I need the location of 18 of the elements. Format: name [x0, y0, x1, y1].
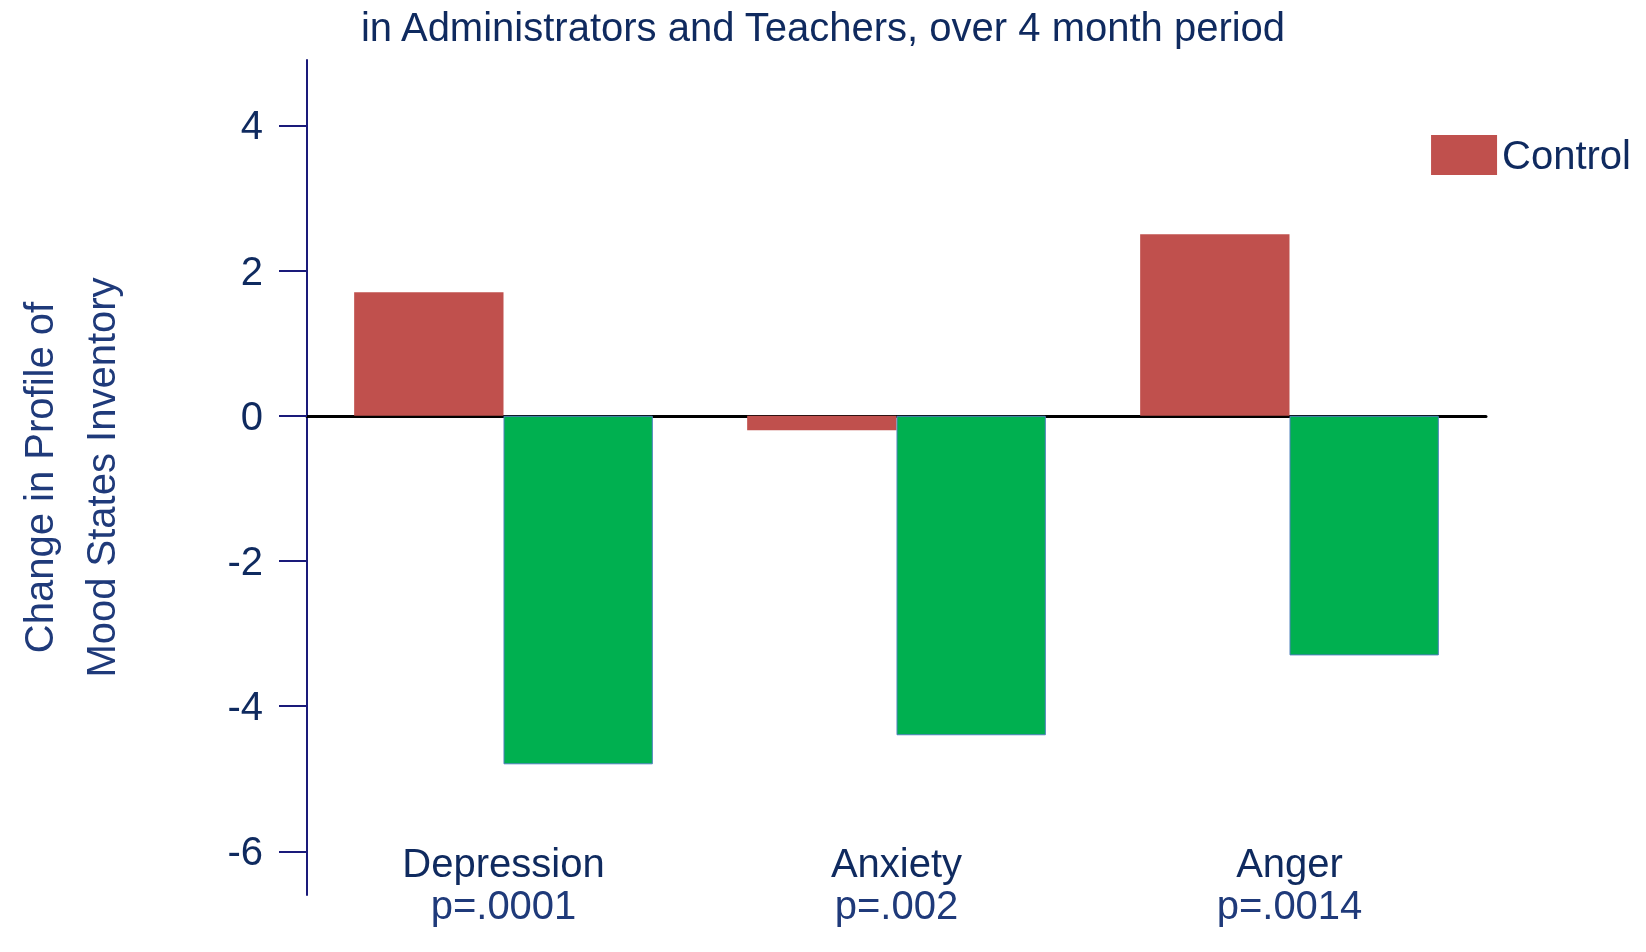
bar — [1289, 415, 1439, 656]
x-tick-label: Anxiety — [830, 841, 963, 885]
bar — [896, 415, 1046, 736]
y-axis-title: Change in Profile of Mood States Inventory — [17, 277, 123, 678]
bar — [747, 415, 897, 431]
bar — [1140, 234, 1290, 416]
y-tick-label: -6 — [227, 829, 263, 874]
y-tick-label: 4 — [240, 103, 263, 148]
legend-label: Control — [1502, 133, 1632, 177]
x-tick-label: Depression — [402, 841, 605, 885]
bar — [503, 415, 653, 765]
chart-title: in Administrators and Teachers, over 4 month period — [360, 5, 1286, 49]
bar — [354, 292, 504, 416]
x-tick-label: Anger — [1236, 841, 1343, 885]
y-tick-label: -2 — [227, 539, 263, 583]
y-tick-label: 0 — [240, 393, 263, 438]
y-tick-label: -4 — [227, 684, 263, 729]
y-tick-label: 2 — [240, 248, 263, 293]
